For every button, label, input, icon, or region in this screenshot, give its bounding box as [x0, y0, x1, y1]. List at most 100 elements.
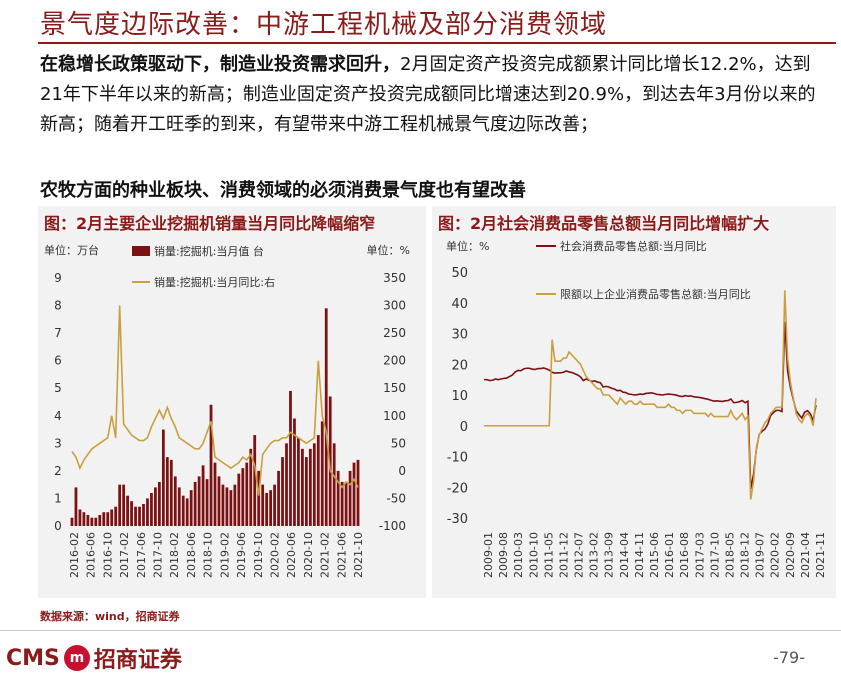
chart2-xtick: 2018-05	[723, 532, 736, 578]
chart2-ytick: 40	[451, 297, 468, 312]
chart1-bar	[320, 421, 324, 526]
chart1-bar	[205, 479, 209, 526]
chart1-bar	[245, 462, 249, 526]
chart1-bar	[138, 506, 141, 526]
chart1-ytick-left: 3	[54, 436, 62, 450]
chart1-bar	[189, 490, 193, 526]
page-number: -79-	[773, 648, 805, 667]
chart1-xtick: 2019-10	[252, 532, 265, 578]
cms-logo: CMS m 招商证券	[6, 642, 182, 674]
chart2-xtick: 2012-07	[573, 532, 586, 578]
chart1-ytick-right: 200	[383, 354, 406, 368]
chart2-xtick: 2010-10	[527, 532, 540, 578]
logo-mark-icon: m	[63, 645, 90, 671]
chart1-title: 图：2月主要企业挖掘机销量当月同比降幅缩窄	[44, 214, 376, 233]
chart1-xtick: 2020-02	[268, 532, 281, 578]
chart1-bar	[173, 476, 177, 526]
chart2-xtick: 2013-09	[603, 532, 616, 578]
chart1-xtick: 2020-10	[302, 532, 315, 578]
chart2-xtick: 2014-11	[633, 532, 646, 578]
chart1-ytick-left: 1	[54, 491, 62, 505]
chart-panel-excavator: 图：2月主要企业挖掘机销量当月同比降幅缩窄 单位：万台 单位：% 0 1 2 3 4 5 6 7 8…	[38, 206, 426, 598]
chart1-legend-bar: 销量:挖掘机:当月值 台	[154, 244, 264, 258]
chart2-xtick: 2017-10	[708, 532, 721, 578]
chart2-series-line	[484, 321, 817, 489]
chart1-bar	[110, 509, 114, 526]
chart1-bar	[197, 476, 201, 526]
chart1-bar	[277, 470, 280, 526]
chart1-bar	[304, 457, 308, 526]
chart2-xtick: 2011-05	[542, 532, 555, 578]
data-source: 数据来源：wind，招商证券	[40, 610, 180, 623]
chart1-bar	[150, 492, 153, 526]
chart1-bar	[352, 462, 356, 526]
chart2-legend-2: 限额以上企业消费品零售总额:当月同比	[560, 287, 751, 301]
chart1-bar	[157, 481, 161, 526]
chart1-bar	[229, 490, 233, 526]
chart2-xtick: 2016-01	[663, 532, 676, 578]
chart2-xtick: 2016-08	[678, 532, 691, 578]
chart1-bar	[225, 487, 229, 526]
chart1-bar	[289, 390, 292, 526]
chart1-bar	[328, 396, 332, 526]
chart1-bar	[261, 484, 265, 526]
chart1-bar	[102, 512, 106, 526]
chart1-bar	[94, 517, 98, 526]
chart1-bar	[78, 509, 82, 526]
chart1-bar	[336, 470, 340, 526]
chart1-ytick-left: 0	[54, 519, 62, 533]
chart1-bar	[344, 481, 348, 526]
chart2-series-line	[484, 290, 817, 500]
chart1-bar	[181, 495, 185, 526]
chart1-bar	[201, 465, 205, 526]
chart1-svg: 单位：万台 单位：% 0 1 2 3 4 5 6 7 8 9 -100 -50 0 50 100 150 200 25…	[44, 243, 410, 578]
chart1-ytick-right: 350	[383, 271, 406, 285]
chart2-xtick: 2018-12	[739, 532, 752, 578]
chart1-bar	[257, 470, 261, 526]
summary-bold: 在稳增长政策驱动下，制造业投资需求回升，	[40, 54, 400, 75]
chart2-xtick: 2011-12	[557, 532, 570, 578]
chart1-line-yoy	[71, 305, 359, 496]
chart2-ytick: 50	[451, 266, 468, 281]
chart1-bar	[70, 517, 74, 526]
chart1-bar	[134, 506, 137, 526]
chart1-bar	[221, 484, 225, 526]
chart1-bar	[241, 468, 245, 526]
chart2-ytick: -10	[447, 451, 468, 466]
chart2-svg: 单位：% -30 -20 -10 0 10 20 30 40 50 社会消费品零售总额:当月同比限额…	[446, 239, 827, 578]
chart1-bar	[273, 484, 276, 526]
chart2-xtick: 2013-02	[588, 532, 601, 578]
chart1-bar	[340, 481, 344, 526]
chart1-bar	[118, 484, 122, 526]
page-title: 景气度边际改善：中游工程机械及部分消费领域	[40, 10, 608, 40]
chart1-xtick: 2016-06	[85, 532, 98, 578]
chart1-ytick-left: 5	[54, 381, 62, 395]
chart1-bar	[98, 514, 102, 526]
chart1-xtick: 2021-02	[319, 532, 332, 578]
chart1-xtick: 2021-10	[352, 532, 365, 578]
chart1-ytick-left: 9	[54, 271, 62, 285]
chart2-xtick: 2019-07	[754, 532, 767, 578]
chart1-bar	[281, 457, 284, 526]
chart2-xtick: 2010-03	[512, 532, 525, 578]
chart2-xtick: 2017-03	[693, 532, 706, 578]
chart1-bar	[74, 487, 78, 526]
chart1-xtick: 2018-06	[185, 532, 198, 578]
chart1-ytick-right: 0	[398, 464, 406, 478]
chart1-bar	[169, 459, 173, 526]
title-rule	[38, 42, 836, 44]
chart2-ytick: 0	[460, 420, 468, 435]
chart1-bar	[114, 506, 118, 526]
chart1-xtick: 2016-10	[101, 532, 114, 578]
chart1-bar	[193, 481, 197, 526]
logo-text: CMS	[6, 645, 60, 671]
chart1-bar	[154, 487, 157, 526]
chart1-xtick: 2018-02	[168, 532, 181, 578]
chart1-bar	[146, 498, 149, 526]
chart1-bar	[86, 514, 90, 526]
chart1-bar	[356, 459, 360, 526]
summary-paragraph: 在稳增长政策驱动下，制造业投资需求回升，2月固定资产投资完成额累计同比增长12.…	[40, 50, 830, 140]
chart1-bar	[142, 503, 145, 526]
chart2-ytick: 10	[451, 389, 468, 404]
chart1-ytick-right: 250	[383, 326, 406, 340]
